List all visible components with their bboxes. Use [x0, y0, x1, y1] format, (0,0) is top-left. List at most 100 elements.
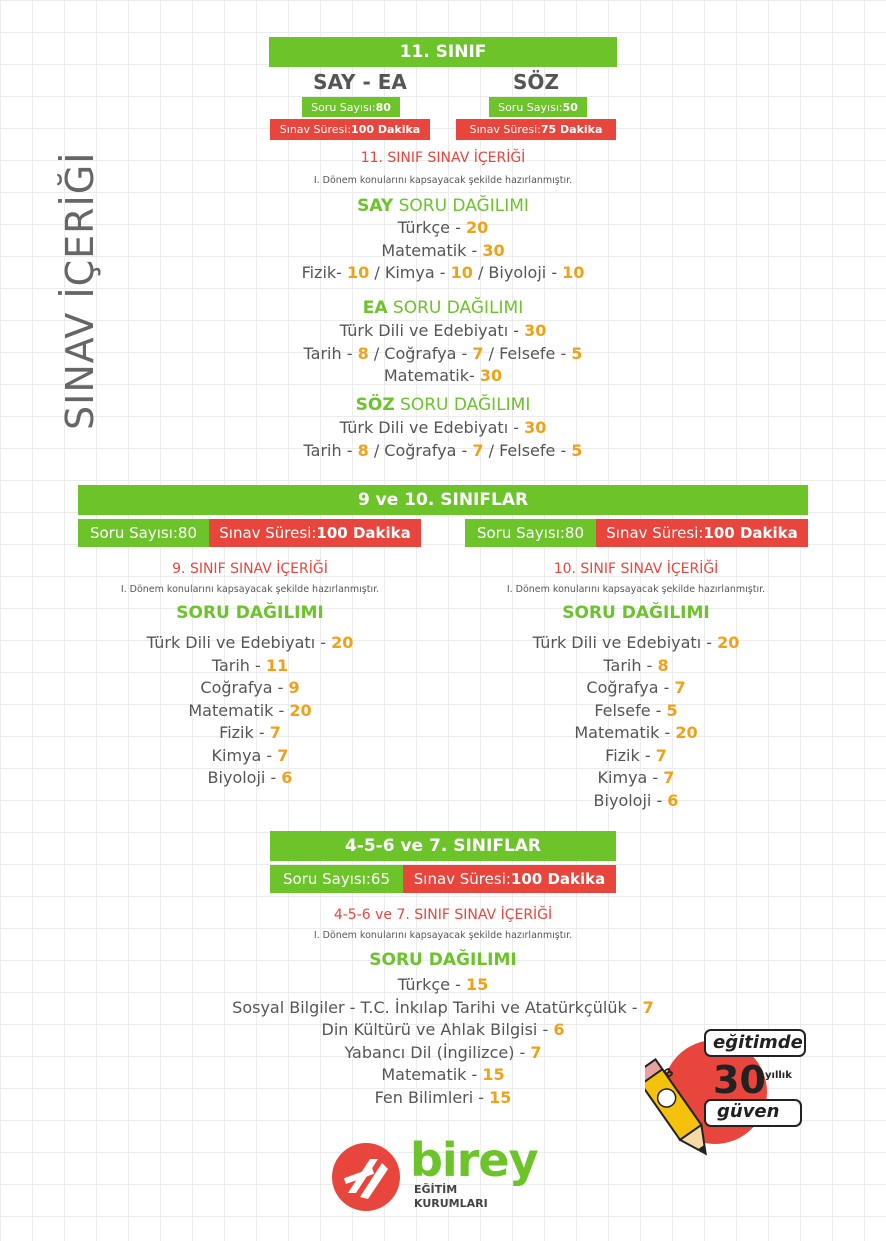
grade9-10-banner: 9 ve 10. SINIFLAR — [78, 485, 808, 515]
grade11-banner: 11. SINIF — [269, 37, 617, 67]
question-count: 10 — [347, 263, 370, 282]
distribution-line: Fizik - 7 — [446, 745, 826, 768]
logo-mark-icon — [332, 1143, 400, 1211]
question-count: 7 — [269, 723, 281, 742]
soz-duration: Sınav Süresi: 75 Dakika — [456, 119, 616, 140]
label: Soru Sayısı: — [311, 100, 376, 114]
head-bold: EA — [362, 298, 388, 318]
label: Sınav Süresi: — [606, 524, 704, 542]
value: 65 — [370, 870, 391, 888]
question-count: 11 — [265, 655, 289, 675]
subject-label: Biyoloji - — [207, 768, 282, 787]
question-count: 6 — [553, 1020, 565, 1039]
subject-label: Matematik - — [574, 723, 676, 742]
question-count: 7 — [472, 440, 484, 460]
grade9-distribution-heading: SORU DAĞILIMI — [176, 603, 324, 623]
question-count: 7 — [663, 768, 675, 787]
question-count: 5 — [571, 440, 583, 460]
subject-label: Fizik- — [301, 263, 348, 282]
question-count: 7 — [674, 678, 686, 697]
question-count: 30 — [482, 240, 505, 260]
subject-label: / Biyoloji - — [472, 263, 563, 282]
head-rest: SORU DAĞILIMI — [387, 298, 524, 318]
subject-label: Fizik - — [219, 723, 270, 742]
label: Soru Sayısı: — [476, 524, 565, 542]
value: 100 Dakika — [351, 123, 421, 136]
subject-label: Sosyal Bilgiler - T.C. İnkılap Tarihi ve… — [232, 997, 643, 1017]
question-count: 15 — [482, 1065, 505, 1084]
ea-distribution-list: Türk Dili ve Edebiyatı - 30 Tarih - 8 / C… — [193, 320, 693, 388]
distribution-line: Fizik- 10 / Kimya - 10 / Biyoloji - 10 — [193, 262, 693, 285]
subject-label: Fen Bilimleri - — [374, 1087, 490, 1107]
distribution-line: Türk Dili ve Edebiyatı - 30 — [193, 320, 693, 343]
distribution-line: Biyoloji - 6 — [446, 790, 826, 813]
grade9-duration: Sınav Süresi: 100 Dakika — [209, 519, 421, 547]
distribution-line: Tarih - 8 / Coğrafya - 7 / Felsefe - 5 — [193, 440, 693, 463]
distribution-line: Matematik - 15 — [143, 1064, 743, 1087]
value: 80 — [564, 524, 585, 542]
question-count: 30 — [479, 366, 503, 385]
grade9-note: I. Dönem konularını kapsayacak şekilde h… — [120, 584, 380, 595]
say-ea-duration: Sınav Süresi: 100 Dakika — [270, 119, 430, 140]
subject-label: Türk Dili ve Edebiyatı - — [532, 633, 718, 652]
grade4-7-content-title: 4-5-6 ve 7. SINIF SINAV İÇERİĞİ — [333, 907, 553, 923]
logo-sub2: KURUMLARI — [414, 1197, 488, 1210]
question-count: 7 — [655, 745, 667, 765]
label: Soru Sayısı: — [282, 870, 371, 888]
distribution-line: Fen Bilimleri - 15 — [143, 1087, 743, 1110]
question-count: 7 — [472, 343, 484, 363]
subject-label: Fizik - — [605, 745, 656, 765]
subject-label: / Felsefe - — [483, 440, 572, 460]
distribution-line: Fizik - 7 — [60, 722, 440, 745]
grade4-7-banner: 4-5-6 ve 7. SINIFLAR — [270, 831, 616, 861]
question-count: 20 — [717, 633, 740, 652]
question-count: 7 — [530, 1042, 542, 1062]
grade11-content-title: 11. SINIF SINAV İÇERİĞİ — [360, 150, 526, 166]
question-count: 10 — [450, 263, 473, 282]
label: Soru Sayısı: — [498, 100, 563, 114]
question-count: 7 — [277, 745, 289, 765]
subject-label: Matematik - — [381, 240, 483, 260]
subject-label: / Coğrafya - — [368, 440, 473, 460]
grade4-7-question-count: Soru Sayısı: 65 — [270, 865, 403, 893]
label: Sınav Süresi: — [219, 524, 317, 542]
distribution-line: Kimya - 7 — [60, 745, 440, 768]
distribution-line: Sosyal Bilgiler - T.C. İnkılap Tarihi ve… — [143, 997, 743, 1020]
value: 75 Dakika — [540, 123, 603, 136]
label: Soru Sayısı: — [89, 524, 178, 542]
say-distribution-heading: SAY SORU DAĞILIMI — [243, 196, 643, 216]
value: 100 Dakika — [316, 524, 411, 542]
question-count: 20 — [331, 633, 354, 652]
distribution-line: Türkçe - 20 — [193, 217, 693, 240]
subject-label: Türkçe - — [397, 975, 466, 994]
question-count: 20 — [465, 218, 489, 237]
logo-wordmark: birey — [410, 1133, 539, 1187]
subject-label: / Kimya - — [369, 263, 451, 282]
distribution-line: Türk Dili ve Edebiyatı - 20 — [446, 632, 826, 655]
subject-label: Türk Dili ve Edebiyatı - — [339, 321, 525, 340]
distribution-line: Tarih - 11 — [60, 655, 440, 678]
head-bold: SÖZ — [355, 395, 395, 415]
grade4-7-note: I. Dönem konularını kapsayacak şekilde h… — [313, 930, 573, 941]
subject-label: Tarih - — [603, 655, 658, 675]
badge-line3: güven — [717, 1101, 780, 1122]
soz-distribution-list: Türk Dili ve Edebiyatı - 30 Tarih - 8 / C… — [193, 417, 693, 462]
distribution-line: Tarih - 8 — [446, 655, 826, 678]
subject-label: Matematik- — [383, 366, 480, 385]
question-count: 20 — [289, 700, 312, 720]
soz-heading: SÖZ — [513, 70, 559, 94]
say-ea-heading: SAY - EA — [313, 70, 407, 94]
distribution-line: Felsefe - 5 — [446, 700, 826, 723]
distribution-line: Türk Dili ve Edebiyatı - 20 — [60, 632, 440, 655]
question-count: 8 — [657, 655, 669, 675]
question-count: 30 — [524, 418, 547, 437]
question-count: 15 — [465, 975, 489, 994]
subject-label: / Coğrafya - — [368, 343, 473, 363]
subject-label: Matematik - — [381, 1065, 483, 1084]
label: Sınav Süresi: — [413, 870, 511, 888]
subject-label: Kimya - — [597, 768, 664, 787]
subject-label: Tarih - — [303, 343, 358, 363]
grade9-distribution-list: Türk Dili ve Edebiyatı - 20 Tarih - 11 Coğ… — [60, 632, 440, 790]
anniversary-badge: B eğitimde 30 yıllık güven — [632, 1022, 815, 1172]
subject-label: Türk Dili ve Edebiyatı - — [339, 418, 525, 437]
